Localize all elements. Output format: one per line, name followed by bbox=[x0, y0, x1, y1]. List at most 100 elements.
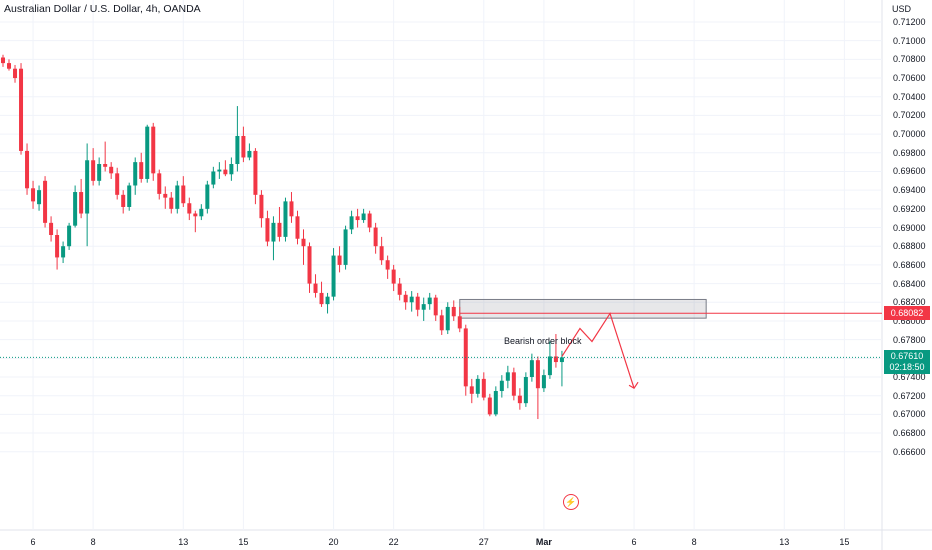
candle-body bbox=[277, 222, 282, 237]
candle-body bbox=[25, 150, 30, 189]
x-tick-label: 13 bbox=[178, 537, 189, 547]
y-tick-label: 0.67800 bbox=[893, 334, 926, 345]
y-tick-label: 0.68400 bbox=[893, 278, 926, 289]
candle-body bbox=[487, 397, 492, 415]
candle-body bbox=[313, 283, 318, 293]
candle-body bbox=[505, 372, 510, 381]
candle-body bbox=[241, 135, 246, 158]
candle-body bbox=[349, 216, 354, 230]
x-tick-label: 8 bbox=[90, 537, 96, 547]
y-tick-label: 0.70200 bbox=[893, 110, 926, 121]
candle-body bbox=[421, 304, 426, 310]
candle-body bbox=[319, 292, 324, 305]
x-tick-label: Mar bbox=[535, 537, 552, 547]
candle-body bbox=[73, 192, 78, 226]
x-tick-label: 15 bbox=[839, 537, 850, 547]
candle-body bbox=[307, 246, 312, 284]
projection-arrowhead bbox=[628, 381, 639, 390]
level-price-badge: 0.68082 bbox=[884, 306, 930, 321]
candle-body bbox=[535, 360, 540, 389]
y-tick-label: 0.70600 bbox=[893, 73, 926, 84]
last-price-text: 0.67610 bbox=[890, 351, 924, 362]
x-tick-label: 22 bbox=[388, 537, 399, 547]
candle-body bbox=[523, 377, 528, 404]
levels[interactable] bbox=[0, 312, 882, 358]
candle-body bbox=[91, 160, 96, 181]
candle-body bbox=[175, 185, 180, 209]
y-tick-label: 0.71000 bbox=[893, 35, 926, 46]
y-tick-label: 0.69800 bbox=[893, 147, 926, 158]
chart-title: Australian Dollar / U.S. Dollar, 4h, OAN… bbox=[4, 3, 201, 15]
candle-body bbox=[151, 126, 156, 174]
candle-body bbox=[289, 201, 294, 217]
y-tick-label: 0.69000 bbox=[893, 222, 926, 233]
candle-body bbox=[295, 216, 300, 239]
candle-body bbox=[283, 201, 288, 237]
y-tick-label: 0.69200 bbox=[893, 203, 926, 214]
candle-body bbox=[469, 386, 474, 394]
x-tick-label: 15 bbox=[238, 537, 249, 547]
last-price-badge: 0.67610 02:18:50 bbox=[884, 350, 930, 375]
candle-body bbox=[103, 164, 108, 167]
candle-body bbox=[379, 246, 384, 261]
candle-body bbox=[157, 173, 162, 194]
projection[interactable] bbox=[561, 312, 639, 390]
grid bbox=[0, 0, 882, 530]
candle-body bbox=[403, 294, 408, 303]
countdown-text: 02:18:50 bbox=[889, 362, 925, 373]
flash-icon[interactable]: ⚡ bbox=[563, 494, 579, 510]
candle-body bbox=[223, 169, 228, 175]
candle-body bbox=[373, 227, 378, 247]
candle-body bbox=[205, 184, 210, 209]
candle-body bbox=[529, 360, 534, 378]
y-tick-label: 0.66600 bbox=[893, 446, 926, 457]
candle-body bbox=[169, 197, 174, 209]
candle-body bbox=[97, 164, 102, 181]
candle-body bbox=[235, 135, 240, 165]
y-tick-label: 0.70000 bbox=[893, 129, 926, 140]
level-price-text: 0.68082 bbox=[890, 308, 924, 319]
candle-body bbox=[367, 213, 372, 228]
candle-body bbox=[391, 269, 396, 284]
candle-body bbox=[31, 188, 36, 202]
candle-body bbox=[343, 229, 348, 265]
candle-body bbox=[211, 171, 216, 185]
candle-body bbox=[331, 255, 336, 297]
x-tick-label: 13 bbox=[779, 537, 790, 547]
candle-body bbox=[481, 378, 486, 398]
candle-body bbox=[7, 63, 12, 69]
candle-body bbox=[271, 222, 276, 242]
candle-body bbox=[43, 180, 48, 223]
candle-body bbox=[457, 316, 462, 329]
candle-body bbox=[37, 190, 42, 205]
y-tick-label: 0.70800 bbox=[893, 54, 926, 65]
y-tick-label: 0.67000 bbox=[893, 409, 926, 420]
candle-body bbox=[547, 356, 552, 376]
candle-body bbox=[499, 380, 504, 392]
price-unit: USD bbox=[892, 4, 912, 14]
candle-body bbox=[493, 391, 498, 415]
candle-body bbox=[109, 166, 114, 174]
candle-body bbox=[67, 225, 72, 247]
candle-body bbox=[253, 150, 258, 195]
y-tick-label: 0.67400 bbox=[893, 372, 926, 382]
candle-body bbox=[229, 164, 234, 175]
candle-body bbox=[355, 216, 360, 221]
candle-body bbox=[193, 213, 198, 217]
candle-body bbox=[301, 238, 306, 247]
y-tick-label: 0.71200 bbox=[893, 17, 926, 27]
zones[interactable] bbox=[459, 298, 707, 319]
projection-path[interactable] bbox=[561, 312, 635, 389]
y-tick-label: 0.68800 bbox=[893, 241, 926, 252]
y-tick-label: 0.68200 bbox=[893, 297, 926, 308]
candle-body bbox=[397, 283, 402, 295]
order-block-zone[interactable] bbox=[459, 298, 707, 319]
candle-body bbox=[133, 162, 138, 186]
candle-body bbox=[475, 378, 480, 394]
candle-body bbox=[85, 160, 90, 214]
candle-body bbox=[451, 306, 456, 317]
candle-body bbox=[337, 255, 342, 265]
candle-body bbox=[427, 297, 432, 305]
